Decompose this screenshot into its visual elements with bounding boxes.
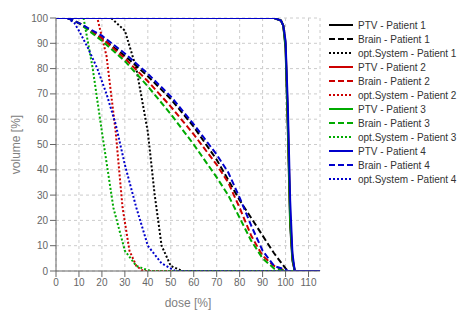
svg-text:dose [%]: dose [%] [165,296,212,310]
html-text:PTV - Patient 1: PTV - Patient 1 [358,19,426,31]
svg-text:100: 100 [31,13,48,24]
svg-text:0: 0 [53,277,59,288]
html-text:Brain - Patient 2: Brain - Patient 2 [358,75,430,87]
html-text:PTV - Patient 4: PTV - Patient 4 [358,145,426,157]
svg-text:100: 100 [277,277,294,288]
svg-text:80: 80 [37,63,49,74]
svg-text:20: 20 [37,215,49,226]
svg-text:40: 40 [37,164,49,175]
svg-text:50: 50 [37,139,49,150]
svg-text:0: 0 [42,266,48,277]
svg-text:90: 90 [37,38,49,49]
html-text:Brain - Patient 1: Brain - Patient 1 [358,33,430,45]
html-text:opt.System - Patient 3: opt.System - Patient 3 [358,131,457,143]
html-text:opt.System - Patient 1: opt.System - Patient 1 [358,47,457,59]
svg-text:70: 70 [211,277,223,288]
html-text:PTV - Patient 3: PTV - Patient 3 [358,103,426,115]
svg-text:30: 30 [119,277,131,288]
svg-text:70: 70 [37,88,49,99]
svg-text:90: 90 [257,277,269,288]
svg-text:110: 110 [301,277,317,288]
svg-text:60: 60 [37,114,49,125]
svg-text:60: 60 [188,277,200,288]
html-text:PTV - Patient 2: PTV - Patient 2 [358,61,426,73]
svg-text:20: 20 [96,277,108,288]
svg-text:40: 40 [142,277,154,288]
svg-text:30: 30 [37,190,49,201]
svg-text:volume [%]: volume [%] [9,115,23,174]
html-text:opt.System - Patient 4: opt.System - Patient 4 [358,173,457,185]
html-text:Brain - Patient 3: Brain - Patient 3 [358,117,430,129]
html-text:Brain - Patient 4: Brain - Patient 4 [358,159,430,171]
svg-text:10: 10 [73,277,85,288]
html-text:opt.System - Patient 2: opt.System - Patient 2 [358,89,457,101]
svg-text:10: 10 [37,240,49,251]
svg-text:80: 80 [234,277,246,288]
svg-text:50: 50 [165,277,177,288]
